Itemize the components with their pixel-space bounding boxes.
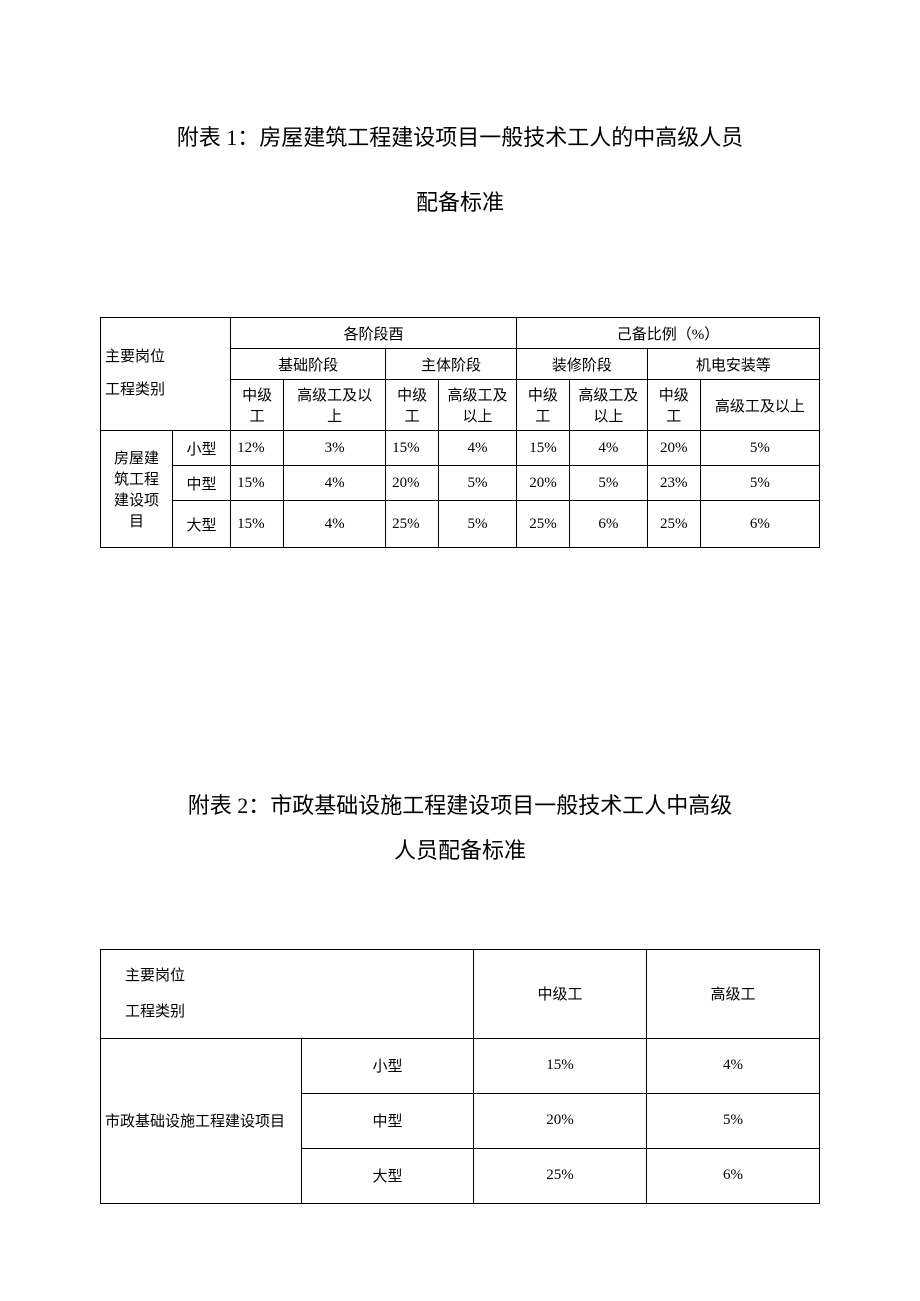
t2-r2-mid: 25%	[474, 1148, 647, 1203]
table2-header-corner: 主要岗位 工程类别	[101, 949, 474, 1038]
lvl-high-3: 高级工及以上	[700, 380, 819, 431]
r0c7: 5%	[700, 431, 819, 466]
table1-rowgroup: 房屋建筑工程建设项目	[101, 431, 173, 548]
section2-title-line2: 人员配备标准	[100, 833, 820, 868]
lvl-high-2: 高级工及以上	[569, 380, 647, 431]
r0c4: 15%	[516, 431, 569, 466]
lvl-high-0: 高级工及以上	[284, 380, 386, 431]
r2c1: 4%	[284, 501, 386, 548]
r2c0: 15%	[231, 501, 284, 548]
table2-header-row: 主要岗位 工程类别 中级工 高级工	[101, 949, 820, 1038]
r2c2: 25%	[386, 501, 439, 548]
lvl-mid-3: 中级工	[647, 380, 700, 431]
table1-header-row1: 主要岗位 工程类别 各阶段酉 己备比例（%）	[101, 318, 820, 349]
table1-header-corner: 主要岗位 工程类别	[101, 318, 231, 431]
r1c4: 20%	[516, 466, 569, 501]
phase-2: 装修阶段	[516, 349, 647, 380]
table1: 主要岗位 工程类别 各阶段酉 己备比例（%） 基础阶段 主体阶段 装修阶段 机电…	[100, 317, 820, 548]
size-1: 中型	[172, 466, 230, 501]
table2-high-header: 高级工	[647, 949, 820, 1038]
lvl-mid-0: 中级工	[231, 380, 284, 431]
t2-r1-high: 5%	[647, 1093, 820, 1148]
r2c6: 25%	[647, 501, 700, 548]
t2-size-1: 中型	[302, 1093, 474, 1148]
phase-1: 主体阶段	[386, 349, 517, 380]
table1-row-2: 大型 15% 4% 25% 5% 25% 6% 25% 6%	[101, 501, 820, 548]
size-2: 大型	[172, 501, 230, 548]
lvl-mid-2: 中级工	[516, 380, 569, 431]
t2-size-2: 大型	[302, 1148, 474, 1203]
table2: 主要岗位 工程类别 中级工 高级工 市政基础设施工程建设项目 小型 15% 4%…	[100, 949, 820, 1204]
r0c3: 4%	[439, 431, 517, 466]
r1c5: 5%	[569, 466, 647, 501]
r1c3: 5%	[439, 466, 517, 501]
r2c7: 6%	[700, 501, 819, 548]
t2-r0-high: 4%	[647, 1038, 820, 1093]
r2c5: 6%	[569, 501, 647, 548]
main-post-label: 主要岗位	[105, 349, 165, 365]
r0c0: 12%	[231, 431, 284, 466]
phase-3: 机电安装等	[647, 349, 819, 380]
r1c0: 15%	[231, 466, 284, 501]
lvl-high-1: 高级工及以上	[439, 380, 517, 431]
t2-r0-mid: 15%	[474, 1038, 647, 1093]
lvl-mid-1: 中级工	[386, 380, 439, 431]
r0c5: 4%	[569, 431, 647, 466]
r1c2: 20%	[386, 466, 439, 501]
section1-subtitle: 配备标准	[100, 185, 820, 217]
phase-ratio-right: 己备比例（%）	[516, 318, 819, 349]
table1-row-1: 中型 15% 4% 20% 5% 20% 5% 23% 5%	[101, 466, 820, 501]
t2-size-0: 小型	[302, 1038, 474, 1093]
phase-ratio-left: 各阶段酉	[231, 318, 517, 349]
r1c7: 5%	[700, 466, 819, 501]
r1c6: 23%	[647, 466, 700, 501]
r0c2: 15%	[386, 431, 439, 466]
table1-row-0: 房屋建筑工程建设项目 小型 12% 3% 15% 4% 15% 4% 20% 5…	[101, 431, 820, 466]
r1c1: 4%	[284, 466, 386, 501]
project-type-label: 工程类别	[105, 382, 165, 398]
table2-rowgroup: 市政基础设施工程建设项目	[101, 1038, 302, 1203]
table2-row-0: 市政基础设施工程建设项目 小型 15% 4%	[101, 1038, 820, 1093]
r0c1: 3%	[284, 431, 386, 466]
phase-0: 基础阶段	[231, 349, 386, 380]
t2-r2-high: 6%	[647, 1148, 820, 1203]
r2c3: 5%	[439, 501, 517, 548]
table2-mid-header: 中级工	[474, 949, 647, 1038]
r0c6: 20%	[647, 431, 700, 466]
project-type-label-2: 工程类别	[125, 1004, 185, 1020]
r2c4: 25%	[516, 501, 569, 548]
size-0: 小型	[172, 431, 230, 466]
section1-title: 附表 1：房屋建筑工程建设项目一般技术工人的中高级人员	[100, 120, 820, 155]
t2-r1-mid: 20%	[474, 1093, 647, 1148]
main-post-label-2: 主要岗位	[125, 968, 185, 984]
section2-title-line1: 附表 2：市政基础设施工程建设项目一般技术工人中高级	[100, 788, 820, 823]
